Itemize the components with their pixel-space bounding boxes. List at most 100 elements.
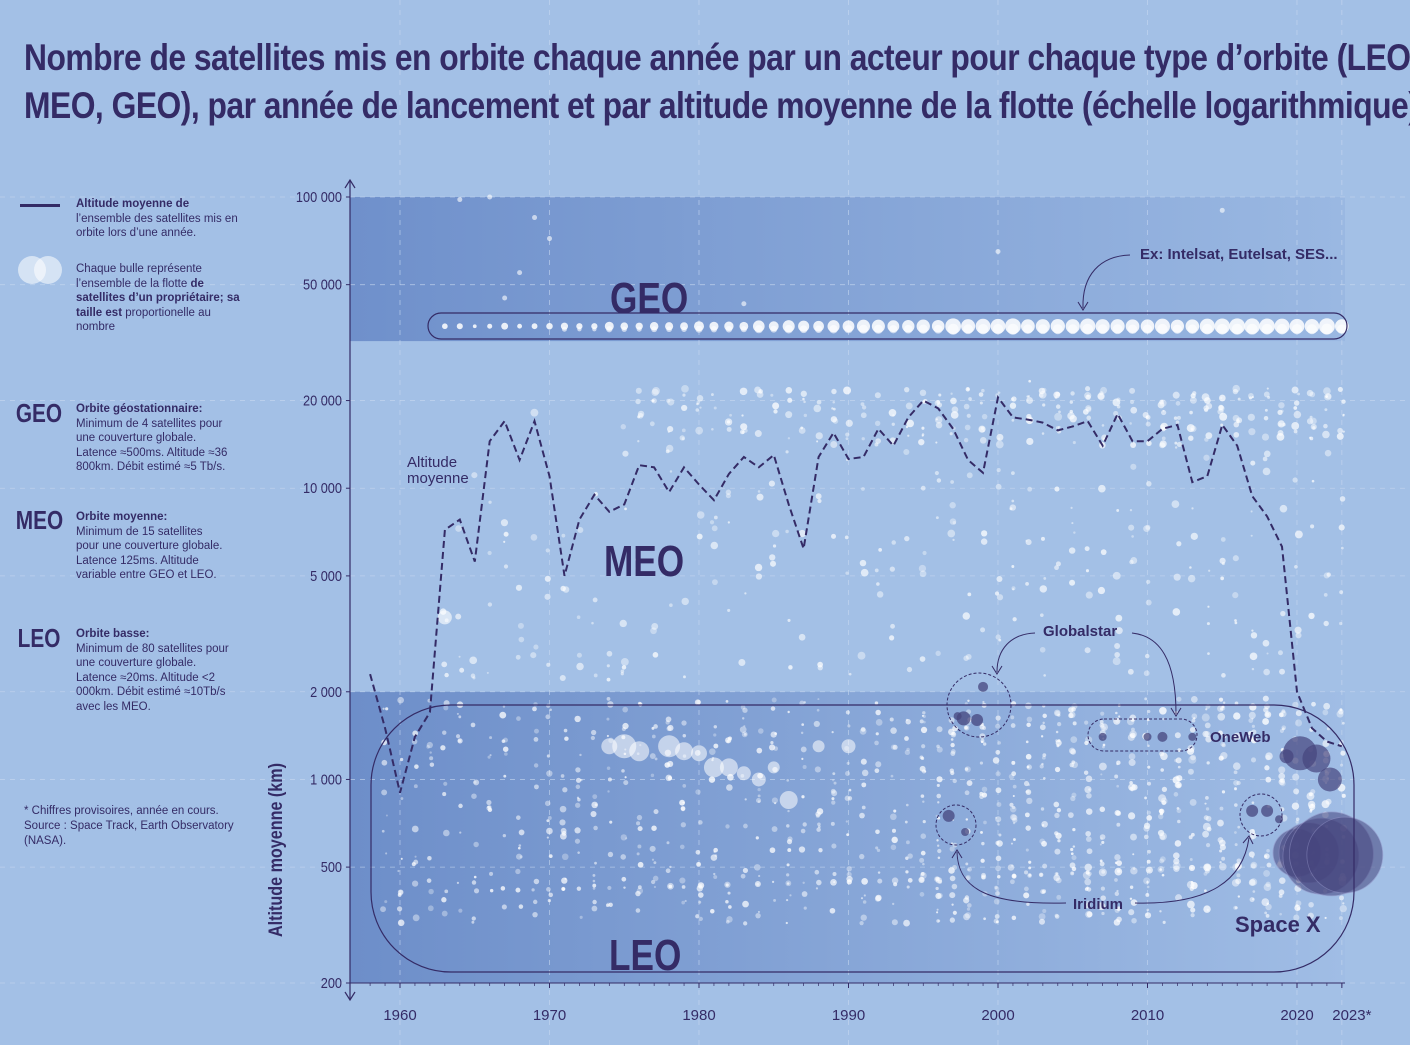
leo-bubble (592, 879, 596, 883)
meo-bubble (1262, 467, 1271, 476)
leo-bubble (1010, 715, 1015, 720)
leo-bubble (875, 846, 879, 850)
geo-bubble (873, 324, 883, 334)
leo-bubble (546, 887, 551, 892)
leo-bubble (681, 900, 685, 905)
leo-bubble (1054, 766, 1061, 773)
leo-bubble (995, 787, 1002, 794)
meo-bubble (996, 594, 1004, 601)
meo-bubble (845, 419, 853, 427)
leo-bubble (1186, 747, 1195, 755)
leo-bubble (607, 777, 612, 782)
leo-bubble (995, 816, 1002, 823)
meo-bubble (1291, 422, 1300, 430)
meo-bubble (1207, 652, 1210, 655)
meo-bubble (904, 535, 910, 542)
meo-bubble (1221, 673, 1226, 678)
leo-bubble (623, 886, 626, 889)
leo-bubble (995, 749, 1001, 755)
leo-bubble (952, 865, 958, 870)
meo-bubble (754, 563, 763, 572)
leo-bubble (1234, 803, 1238, 807)
legend-line-bold: Altitude moyenne de (76, 198, 190, 210)
leo-bubble (773, 898, 777, 902)
meo-bubble (1294, 564, 1298, 569)
leo-bubble (905, 840, 910, 845)
geo-bubble (963, 324, 974, 335)
leo-bubble (1217, 819, 1224, 827)
mean-altitude-line (369, 395, 1343, 794)
leo-bubble (440, 745, 446, 751)
leo-bubble (1281, 709, 1286, 714)
leo-bubble (786, 779, 790, 782)
leo-definition: Orbite basse: Minimum de 80 satellites p… (76, 627, 236, 714)
leo-bubble (935, 814, 938, 817)
leo-bubble (979, 724, 985, 730)
leo-bubble (414, 764, 419, 769)
leo-bubble (1026, 765, 1030, 769)
leo-bubble (877, 871, 881, 874)
leo-bubble (713, 872, 716, 876)
leo-bubble (1263, 883, 1272, 892)
leo-bubble (1057, 721, 1062, 727)
meo-bubble (1058, 425, 1061, 429)
leo-bubble (1219, 806, 1224, 811)
geo-bubble (725, 325, 733, 333)
leo-abbr: LEO (17, 623, 61, 653)
leo-bubble (1115, 719, 1119, 723)
leo-bubble (995, 891, 1000, 896)
leo-bubble (1071, 761, 1078, 769)
meo-bubble (785, 386, 793, 394)
leo-bubble (1233, 780, 1239, 786)
leo-bubble (949, 846, 955, 852)
meo-bubble (1190, 532, 1198, 540)
leo-bubble (1281, 727, 1285, 731)
meo-bubble (1233, 431, 1240, 438)
leo-bubble (682, 801, 685, 804)
leo-bubble (622, 706, 629, 713)
leo-bubble (1128, 783, 1136, 792)
leo-bubble (470, 722, 476, 728)
leo-bubble (846, 875, 853, 883)
geo-bubble (829, 324, 838, 334)
meo-bubble (1145, 599, 1152, 606)
meo-bubble (1040, 536, 1045, 541)
meo-bubble (515, 654, 521, 660)
leo-bubble (1042, 721, 1045, 725)
meo-bubble (1129, 399, 1135, 405)
meo-bubble (1011, 396, 1017, 402)
leo-bubble (515, 853, 523, 860)
leo-bubble (471, 793, 477, 799)
leo-bubble (1011, 771, 1017, 777)
meo-bubble (665, 449, 670, 454)
leo-bubble (982, 742, 987, 746)
leo-bubble (1336, 710, 1344, 718)
leo-bubble (1146, 718, 1150, 722)
leo-bubble (936, 919, 940, 923)
leo-bubble (1266, 902, 1269, 905)
meo-bubble (1293, 406, 1298, 410)
meo-bubble (576, 615, 581, 620)
meo-bubble (798, 633, 806, 641)
leo-bubble (653, 724, 658, 729)
leo-bubble (1146, 815, 1153, 821)
leo-bubble (1054, 848, 1061, 855)
leo-bubble (922, 800, 925, 803)
meo-bubble (1322, 430, 1330, 439)
leo-bubble (713, 875, 718, 880)
leo-bubble (1159, 868, 1162, 871)
leo-bubble (1160, 856, 1166, 862)
leo-bubble (1053, 801, 1060, 808)
leo-bubble (1280, 807, 1285, 812)
meo-bubble (785, 411, 793, 419)
leo-bubble (998, 833, 1002, 837)
meo-bubble (1232, 555, 1239, 562)
leo-bubble (606, 734, 609, 738)
leo-bubble (891, 919, 898, 926)
globalstar-bubble (1143, 732, 1152, 741)
geo-bubble (531, 323, 538, 330)
meo-bubble (1323, 423, 1328, 429)
leo-bubble (963, 724, 970, 731)
leo-bubble (919, 891, 925, 897)
meo-bubble (754, 430, 762, 438)
